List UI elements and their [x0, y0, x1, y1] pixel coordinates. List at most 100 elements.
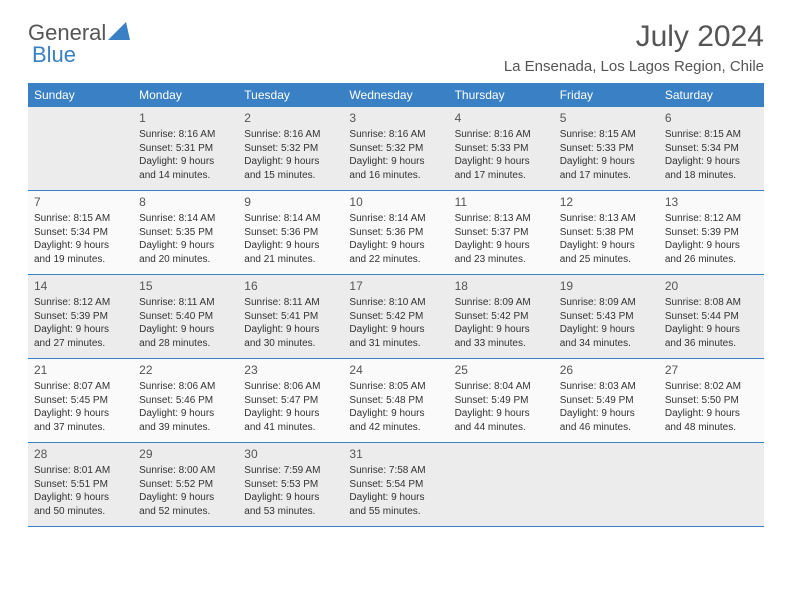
day-number: 11 — [455, 195, 548, 209]
day-number: 19 — [560, 279, 653, 293]
sunset-text: Sunset: 5:41 PM — [244, 310, 337, 324]
sunrise-text: Sunrise: 8:05 AM — [349, 380, 442, 394]
day-header-monday: Monday — [133, 83, 238, 107]
day-info: Sunrise: 8:16 AMSunset: 5:33 PMDaylight:… — [455, 128, 548, 182]
daylight-text: Daylight: 9 hours and 31 minutes. — [349, 323, 442, 350]
sunset-text: Sunset: 5:45 PM — [34, 394, 127, 408]
sunrise-text: Sunrise: 8:13 AM — [455, 212, 548, 226]
day-number: 7 — [34, 195, 127, 209]
day-info: Sunrise: 8:07 AMSunset: 5:45 PMDaylight:… — [34, 380, 127, 434]
daylight-text: Daylight: 9 hours and 41 minutes. — [244, 407, 337, 434]
day-info: Sunrise: 8:16 AMSunset: 5:32 PMDaylight:… — [349, 128, 442, 182]
day-number: 6 — [665, 111, 758, 125]
daylight-text: Daylight: 9 hours and 42 minutes. — [349, 407, 442, 434]
day-cell: 30Sunrise: 7:59 AMSunset: 5:53 PMDayligh… — [238, 443, 343, 526]
daylight-text: Daylight: 9 hours and 50 minutes. — [34, 491, 127, 518]
logo-triangle-icon — [108, 22, 130, 45]
day-number: 28 — [34, 447, 127, 461]
sunrise-text: Sunrise: 8:16 AM — [455, 128, 548, 142]
day-info: Sunrise: 8:14 AMSunset: 5:36 PMDaylight:… — [349, 212, 442, 266]
sunrise-text: Sunrise: 8:06 AM — [139, 380, 232, 394]
daylight-text: Daylight: 9 hours and 19 minutes. — [34, 239, 127, 266]
day-number: 18 — [455, 279, 548, 293]
day-number: 5 — [560, 111, 653, 125]
sunrise-text: Sunrise: 8:02 AM — [665, 380, 758, 394]
day-number: 12 — [560, 195, 653, 209]
day-cell: 14Sunrise: 8:12 AMSunset: 5:39 PMDayligh… — [28, 275, 133, 358]
sunset-text: Sunset: 5:35 PM — [139, 226, 232, 240]
day-number: 13 — [665, 195, 758, 209]
sunrise-text: Sunrise: 8:15 AM — [560, 128, 653, 142]
daylight-text: Daylight: 9 hours and 28 minutes. — [139, 323, 232, 350]
sunset-text: Sunset: 5:47 PM — [244, 394, 337, 408]
week-row: 21Sunrise: 8:07 AMSunset: 5:45 PMDayligh… — [28, 359, 764, 443]
calendar: Sunday Monday Tuesday Wednesday Thursday… — [28, 83, 764, 527]
day-header-sunday: Sunday — [28, 83, 133, 107]
day-cell: 28Sunrise: 8:01 AMSunset: 5:51 PMDayligh… — [28, 443, 133, 526]
month-title: July 2024 — [504, 20, 764, 54]
sunset-text: Sunset: 5:52 PM — [139, 478, 232, 492]
sunset-text: Sunset: 5:42 PM — [349, 310, 442, 324]
day-cell: 8Sunrise: 8:14 AMSunset: 5:35 PMDaylight… — [133, 191, 238, 274]
day-number: 8 — [139, 195, 232, 209]
daylight-text: Daylight: 9 hours and 22 minutes. — [349, 239, 442, 266]
day-cell: 4Sunrise: 8:16 AMSunset: 5:33 PMDaylight… — [449, 107, 554, 190]
day-cell: 16Sunrise: 8:11 AMSunset: 5:41 PMDayligh… — [238, 275, 343, 358]
day-info: Sunrise: 8:16 AMSunset: 5:31 PMDaylight:… — [139, 128, 232, 182]
day-number: 21 — [34, 363, 127, 377]
sunset-text: Sunset: 5:43 PM — [560, 310, 653, 324]
day-cell: 26Sunrise: 8:03 AMSunset: 5:49 PMDayligh… — [554, 359, 659, 442]
day-cell — [554, 443, 659, 526]
day-cell — [659, 443, 764, 526]
day-info: Sunrise: 8:05 AMSunset: 5:48 PMDaylight:… — [349, 380, 442, 434]
daylight-text: Daylight: 9 hours and 52 minutes. — [139, 491, 232, 518]
day-header-wednesday: Wednesday — [343, 83, 448, 107]
day-number: 30 — [244, 447, 337, 461]
sunset-text: Sunset: 5:38 PM — [560, 226, 653, 240]
day-cell: 19 Sunrise: 8:09 AMSunset: 5:43 PMDayligh… — [554, 275, 659, 358]
sunrise-text: Sunrise: 7:58 AM — [349, 464, 442, 478]
sunset-text: Sunset: 5:54 PM — [349, 478, 442, 492]
day-header-thursday: Thursday — [449, 83, 554, 107]
sunset-text: Sunset: 5:33 PM — [455, 142, 548, 156]
sunset-text: Sunset: 5:33 PM — [560, 142, 653, 156]
day-info: Sunrise: 8:09 AMSunset: 5:43 PMDaylight:… — [560, 296, 653, 350]
day-cell: 21 Sunrise: 8:07 AMSunset: 5:45 PMDayligh… — [28, 359, 133, 442]
week-row: 7Sunrise: 8:15 AMSunset: 5:34 PMDaylight… — [28, 191, 764, 275]
day-info: Sunrise: 7:58 AMSunset: 5:54 PMDaylight:… — [349, 464, 442, 518]
day-cell: 17Sunrise: 8:10 AMSunset: 5:42 PMDayligh… — [343, 275, 448, 358]
sunrise-text: Sunrise: 8:13 AM — [560, 212, 653, 226]
sunset-text: Sunset: 5:42 PM — [455, 310, 548, 324]
sunset-text: Sunset: 5:36 PM — [244, 226, 337, 240]
day-number: 29 — [139, 447, 232, 461]
day-number: 10 — [349, 195, 442, 209]
daylight-text: Daylight: 9 hours and 27 minutes. — [34, 323, 127, 350]
sunrise-text: Sunrise: 8:16 AM — [139, 128, 232, 142]
day-cell: 15Sunrise: 8:11 AMSunset: 5:40 PMDayligh… — [133, 275, 238, 358]
day-number: 23 — [244, 363, 337, 377]
day-header-tuesday: Tuesday — [238, 83, 343, 107]
day-cell: 20Sunrise: 8:08 AMSunset: 5:44 PMDayligh… — [659, 275, 764, 358]
day-number: 17 — [349, 279, 442, 293]
day-info: Sunrise: 8:11 AMSunset: 5:41 PMDaylight:… — [244, 296, 337, 350]
sunrise-text: Sunrise: 8:00 AM — [139, 464, 232, 478]
day-cell: 2Sunrise: 8:16 AMSunset: 5:32 PMDaylight… — [238, 107, 343, 190]
week-row: 14Sunrise: 8:12 AMSunset: 5:39 PMDayligh… — [28, 275, 764, 359]
day-info: Sunrise: 8:03 AMSunset: 5:49 PMDaylight:… — [560, 380, 653, 434]
sunrise-text: Sunrise: 8:07 AM — [34, 380, 127, 394]
sunset-text: Sunset: 5:49 PM — [560, 394, 653, 408]
day-info: Sunrise: 8:00 AMSunset: 5:52 PMDaylight:… — [139, 464, 232, 518]
day-number: 9 — [244, 195, 337, 209]
day-info: Sunrise: 8:14 AMSunset: 5:36 PMDaylight:… — [244, 212, 337, 266]
daylight-text: Daylight: 9 hours and 15 minutes. — [244, 155, 337, 182]
day-header-saturday: Saturday — [659, 83, 764, 107]
daylight-text: Daylight: 9 hours and 17 minutes. — [455, 155, 548, 182]
day-header-friday: Friday — [554, 83, 659, 107]
day-cell: 27Sunrise: 8:02 AMSunset: 5:50 PMDayligh… — [659, 359, 764, 442]
day-cell: 31Sunrise: 7:58 AMSunset: 5:54 PMDayligh… — [343, 443, 448, 526]
day-info: Sunrise: 8:15 AMSunset: 5:34 PMDaylight:… — [665, 128, 758, 182]
daylight-text: Daylight: 9 hours and 46 minutes. — [560, 407, 653, 434]
daylight-text: Daylight: 9 hours and 20 minutes. — [139, 239, 232, 266]
day-number: 14 — [34, 279, 127, 293]
day-number: 24 — [349, 363, 442, 377]
